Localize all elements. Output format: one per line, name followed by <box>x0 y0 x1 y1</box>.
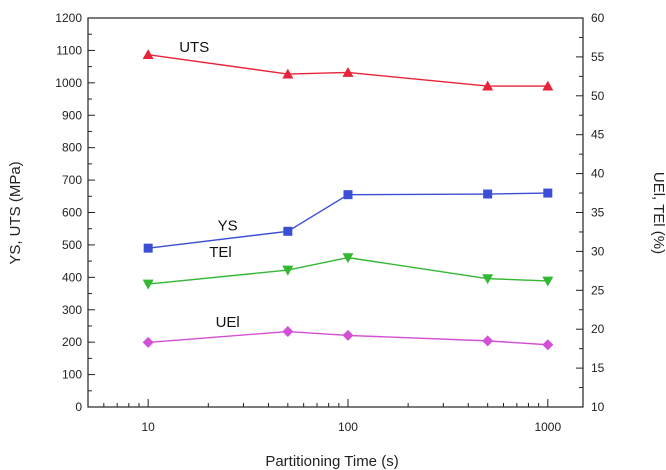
y2-tick-label: 25 <box>591 283 605 297</box>
y2-axis-label: UEl, TEl (%) <box>650 172 666 254</box>
y2-tick-label: 10 <box>591 400 605 414</box>
y2-tick-label: 50 <box>591 89 605 103</box>
series-uts <box>142 49 554 91</box>
y-tick-label: 600 <box>62 206 82 220</box>
y-tick-label: 700 <box>62 173 82 187</box>
y-tick-label: 1000 <box>55 76 82 90</box>
data-point <box>142 336 154 348</box>
data-point <box>542 80 554 91</box>
y2-tick-label: 40 <box>591 167 605 181</box>
data-point <box>342 253 354 264</box>
y-tick-label: 100 <box>62 368 82 382</box>
data-point <box>482 80 494 91</box>
y-tick-label: 200 <box>62 335 82 349</box>
y2-tick-label: 35 <box>591 206 605 220</box>
data-point <box>543 188 553 198</box>
x-tick-label: 10 <box>141 420 155 434</box>
y2-tick-label: 60 <box>591 11 605 25</box>
data-point <box>143 243 153 253</box>
y-tick-label: 500 <box>62 238 82 252</box>
data-point <box>142 49 154 60</box>
data-point <box>343 190 353 200</box>
series-labels: UTS YS TEl UEl <box>179 39 240 331</box>
x-axis-label: Partitioning Time (s) <box>265 453 398 470</box>
data-point <box>283 226 293 236</box>
series-line <box>148 192 548 249</box>
x-tick-label: 100 <box>338 420 358 434</box>
y-tick-label: 800 <box>62 141 82 155</box>
y2-tick-label: 55 <box>591 50 605 64</box>
data-point <box>282 326 294 338</box>
y-tick-label: 1100 <box>56 43 82 57</box>
y-tick-label: 300 <box>62 303 82 317</box>
data-point <box>282 68 294 79</box>
data-point <box>342 66 354 77</box>
y2-tick-label: 20 <box>591 322 605 336</box>
data-point <box>483 189 493 199</box>
series-label-tel: TEl <box>209 244 232 261</box>
data-point <box>142 279 154 290</box>
data-point <box>542 339 554 351</box>
data-point <box>482 335 494 347</box>
axes: 0 100 200 300 400 500 600 700 800 900 1000 1100 1200… <box>55 11 604 434</box>
x-tick-label: 1000 <box>534 420 561 434</box>
y-tick-label: 400 <box>62 270 82 284</box>
y2-tick-label: 30 <box>591 244 605 258</box>
y-tick-label: 1200 <box>55 11 82 25</box>
plot-frame <box>87 17 584 408</box>
data-point <box>342 329 354 341</box>
series-tel <box>142 253 554 290</box>
data-point <box>282 265 294 276</box>
data-point <box>542 276 554 287</box>
y-tick-label: 0 <box>75 400 82 414</box>
y-tick-label: 900 <box>62 108 82 122</box>
data-point <box>482 274 494 285</box>
y2-tick-label: 45 <box>591 128 605 142</box>
series <box>142 49 554 351</box>
y-axis-label: YS, UTS (MPa) <box>7 161 24 264</box>
y2-tick-label: 15 <box>591 361 605 375</box>
series-label-ys: YS <box>218 217 238 234</box>
series-ys <box>143 188 553 253</box>
series-label-uts: UTS <box>179 39 209 56</box>
series-label-uel: UEl <box>216 314 240 331</box>
series-uel <box>142 326 554 351</box>
